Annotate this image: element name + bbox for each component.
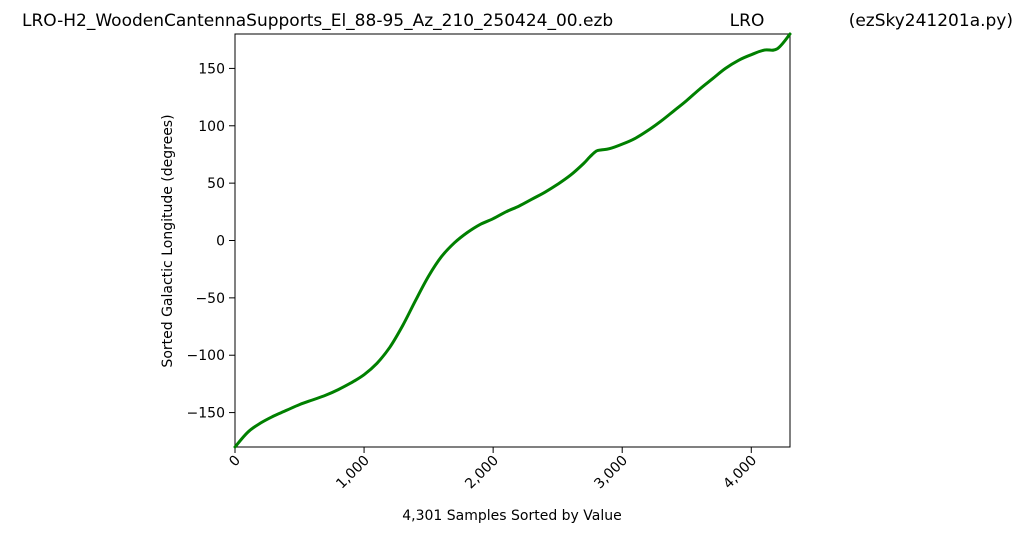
series-line: [233, 32, 792, 449]
y-tick-label: −50: [195, 291, 225, 307]
y-tick-label: −150: [187, 406, 225, 422]
file-name-title: LRO-H2_WoodenCantennaSupports_El_88-95_A…: [22, 11, 613, 31]
plot-frame: [234, 33, 791, 448]
x-tick-label: 0: [226, 453, 244, 471]
y-tick-label: 100: [198, 119, 225, 135]
x-tick-label: 2,000: [462, 453, 502, 493]
x-tick-label: 3,000: [591, 453, 631, 493]
x-tick-label: 1,000: [333, 453, 373, 493]
observatory-title: LRO: [730, 11, 765, 31]
plot-area: [234, 33, 791, 448]
x-axis-label: 4,301 Samples Sorted by Value: [402, 508, 621, 524]
y-tick-label: 0: [216, 234, 225, 250]
y-tick-label: 150: [198, 61, 225, 77]
y-axis: 150 100 50 0 −50 −100 −150: [187, 61, 235, 422]
y-axis-label: Sorted Galactic Longitude (degrees): [160, 114, 176, 367]
script-name-title: (ezSky241201a.py): [849, 11, 1013, 31]
y-tick-label: −100: [187, 348, 225, 364]
x-tick-label: 4,000: [720, 453, 760, 493]
x-axis: 0 1,000 2,000 3,000 4,000: [226, 447, 760, 492]
y-tick-label: 50: [207, 176, 225, 192]
